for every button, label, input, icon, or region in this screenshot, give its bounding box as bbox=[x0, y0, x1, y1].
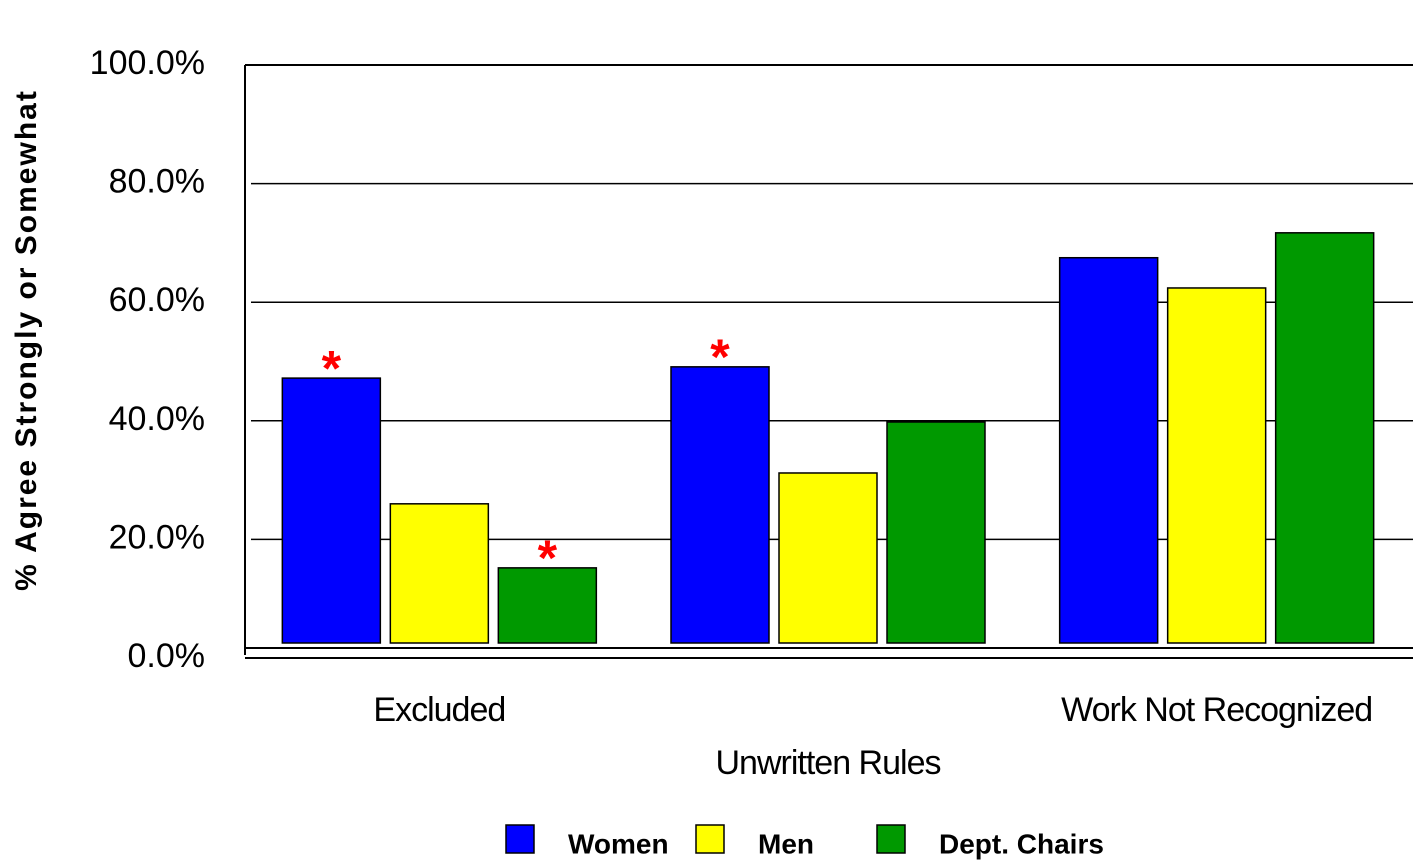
bar bbox=[778, 472, 878, 644]
y-tick-label: 100.0% bbox=[90, 44, 205, 82]
annotation: * bbox=[538, 530, 558, 586]
y-tick-label: 0.0% bbox=[128, 637, 206, 675]
legend-swatch bbox=[695, 824, 725, 854]
y-tick-label: 60.0% bbox=[109, 281, 205, 319]
y-tick-label: 20.0% bbox=[109, 518, 205, 556]
bar bbox=[1058, 256, 1159, 644]
y-tick-label: 40.0% bbox=[109, 400, 205, 438]
x-tick-label: Excluded bbox=[373, 691, 505, 729]
legend-swatch bbox=[505, 824, 535, 854]
legend-label: Dept. Chairs bbox=[939, 828, 1104, 859]
bar bbox=[1166, 287, 1267, 644]
bar bbox=[389, 503, 490, 644]
legend-label: Men bbox=[758, 828, 814, 859]
bar bbox=[281, 377, 382, 644]
bar bbox=[886, 421, 986, 644]
y-axis-title: % Agree Strongly or Somewhat bbox=[10, 89, 43, 591]
legend-label: Women bbox=[568, 828, 669, 859]
annotation: * bbox=[322, 340, 342, 396]
annotation: * bbox=[710, 329, 730, 385]
x-tick-label: Work Not Recognized bbox=[1061, 691, 1372, 729]
bar bbox=[1274, 232, 1375, 644]
y-tick-label: 80.0% bbox=[109, 163, 205, 201]
x-tick-label: Unwritten Rules bbox=[716, 744, 941, 782]
bar bbox=[497, 567, 598, 644]
legend-swatch bbox=[876, 824, 906, 854]
bar bbox=[670, 366, 770, 644]
